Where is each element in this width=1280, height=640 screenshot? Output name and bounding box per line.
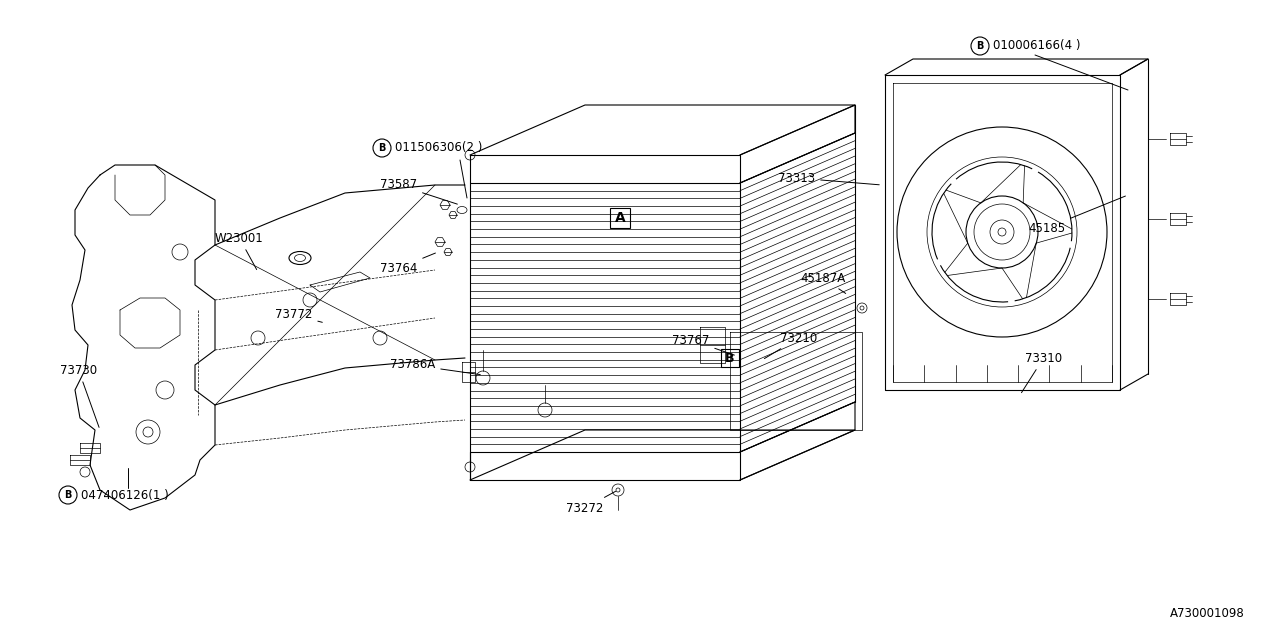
Text: 011506306(2 ): 011506306(2 ) (396, 141, 483, 154)
Text: 73764: 73764 (380, 253, 435, 275)
Text: 73313: 73313 (778, 172, 879, 185)
Text: A: A (614, 211, 626, 225)
Text: 010006166(4 ): 010006166(4 ) (993, 40, 1080, 52)
Text: 45187A: 45187A (800, 271, 846, 294)
Text: 73310: 73310 (1021, 351, 1062, 393)
Text: 73730: 73730 (60, 364, 99, 428)
Text: 45185: 45185 (1028, 196, 1125, 234)
Text: A730001098: A730001098 (1170, 607, 1245, 620)
Text: 73767: 73767 (672, 333, 735, 355)
Text: B: B (379, 143, 385, 153)
Text: 73786A: 73786A (390, 358, 480, 374)
Text: 73272: 73272 (566, 492, 616, 515)
Text: W23001: W23001 (215, 232, 264, 269)
Text: B: B (64, 490, 72, 500)
Text: 73587: 73587 (380, 179, 457, 204)
Text: B: B (726, 351, 735, 365)
Text: B: B (977, 41, 984, 51)
Ellipse shape (289, 252, 311, 264)
Text: 047406126(1 ): 047406126(1 ) (81, 488, 169, 502)
Text: 73772: 73772 (275, 308, 323, 323)
Text: 73210: 73210 (764, 332, 817, 358)
